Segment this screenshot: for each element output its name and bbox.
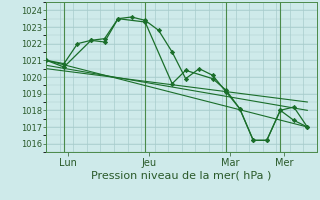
X-axis label: Pression niveau de la mer( hPa ): Pression niveau de la mer( hPa )	[92, 170, 272, 180]
